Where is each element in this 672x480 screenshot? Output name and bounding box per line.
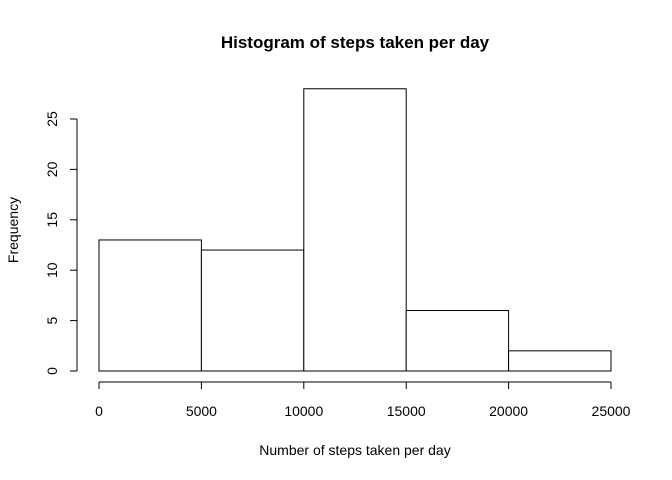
- x-axis-label: Number of steps taken per day: [259, 442, 450, 458]
- y-axis: 0 5 10 15 20 25: [44, 111, 78, 375]
- histogram-bar-3: [405, 310, 510, 372]
- x-tick-label-0: 0: [95, 403, 103, 419]
- y-tick-label-5: 25: [44, 111, 60, 127]
- histogram-bar-2: [303, 88, 407, 372]
- x-tick-label-2: 10000: [284, 403, 323, 419]
- x-tick-label-4: 20000: [489, 403, 528, 419]
- y-tick-label-1: 5: [44, 316, 60, 324]
- x-tick-label-3: 15000: [387, 403, 426, 419]
- y-tick-label-4: 20: [44, 161, 60, 177]
- bars-group: [98, 88, 612, 372]
- histogram-bar-4: [508, 350, 612, 372]
- chart-title: Histogram of steps taken per day: [221, 33, 490, 52]
- x-axis: 0 5000 10000 15000 20000 25000: [95, 381, 631, 419]
- histogram-bar-1: [200, 249, 305, 372]
- histogram-bar-0: [98, 239, 202, 372]
- y-tick-label-3: 15: [44, 212, 60, 228]
- y-tick-label-0: 0: [44, 367, 60, 375]
- x-tick-label-5: 25000: [592, 403, 631, 419]
- y-axis-label: Frequency: [5, 197, 21, 263]
- x-tick-label-1: 5000: [186, 403, 217, 419]
- y-tick-label-2: 10: [44, 262, 60, 278]
